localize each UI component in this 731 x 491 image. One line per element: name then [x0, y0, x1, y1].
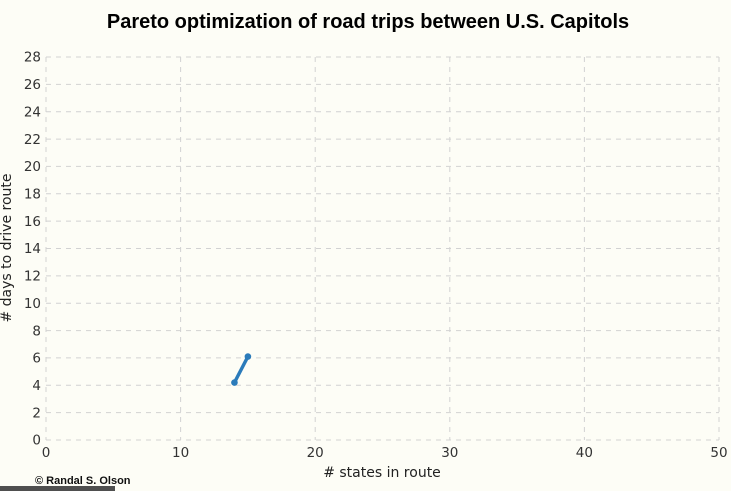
x-tick-label: 0 [42, 445, 51, 461]
y-tick-label: 16 [24, 214, 41, 230]
gif-progress-bar [0, 486, 115, 491]
y-tick-label: 22 [24, 132, 41, 148]
y-tick-label: 0 [32, 433, 41, 449]
data-point-marker [231, 379, 238, 386]
x-tick-label: 50 [710, 445, 727, 461]
series-layer [231, 353, 252, 386]
x-tick-label: 30 [441, 445, 458, 461]
y-tick-label: 12 [24, 269, 41, 285]
y-tick-label: 8 [32, 323, 41, 339]
data-line [232, 354, 250, 385]
y-tick-label: 28 [24, 50, 41, 66]
y-tick-label: 6 [32, 351, 41, 367]
y-tick-label: 2 [32, 405, 41, 421]
y-tick-label: 4 [32, 378, 41, 394]
copyright-credit: © Randal S. Olson [35, 475, 131, 487]
y-axis-title: # days to drive route [0, 173, 15, 322]
data-point-marker [244, 353, 252, 360]
x-tick-label: 20 [307, 445, 324, 461]
y-tick-label: 20 [24, 159, 41, 175]
y-tick-label: 10 [24, 296, 41, 312]
x-tick-label: 40 [576, 445, 593, 461]
x-tick-label: 10 [172, 445, 189, 461]
x-axis-title: # states in route [323, 465, 441, 481]
grid-layer [45, 56, 720, 441]
y-tick-label: 24 [24, 104, 41, 120]
y-tick-label: 14 [24, 241, 41, 257]
y-tick-label: 18 [24, 186, 41, 202]
y-tick-label: 26 [24, 77, 41, 93]
chart-title: Pareto optimization of road trips betwee… [107, 11, 629, 33]
